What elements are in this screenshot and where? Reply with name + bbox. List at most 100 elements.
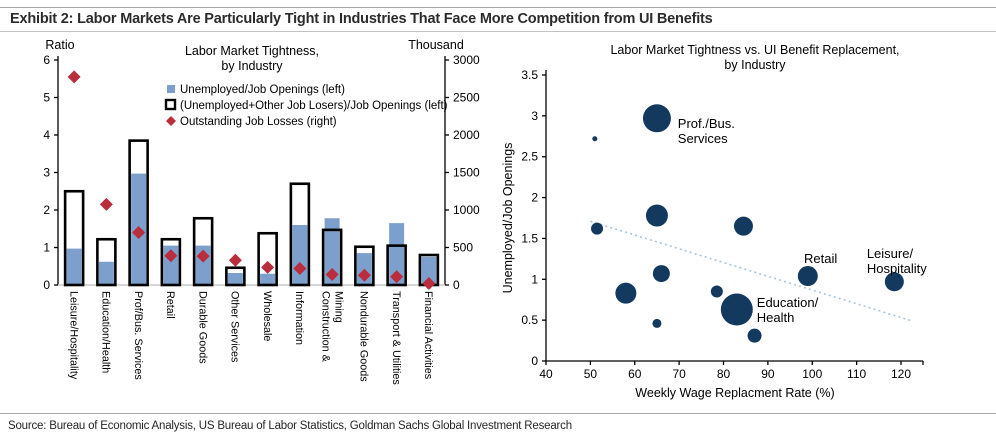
job-losses-diamond bbox=[164, 249, 178, 263]
scatter-y-tick-label: 2.5 bbox=[521, 150, 538, 164]
industry-bubble bbox=[645, 204, 668, 227]
job-losers-outline-bar bbox=[192, 216, 214, 287]
industry-bubble bbox=[642, 104, 671, 133]
left-y-tick-label: 5 bbox=[43, 91, 50, 105]
scatter-y-tick-label: 0.5 bbox=[521, 313, 538, 327]
job-losses-diamond bbox=[261, 260, 275, 274]
industry-bubble bbox=[733, 216, 753, 236]
title-divider-rule bbox=[0, 31, 996, 32]
bubble-label: Hospitality bbox=[867, 261, 927, 276]
exhibit-title: Exhibit 2: Labor Markets Are Particularl… bbox=[10, 11, 713, 27]
industry-bubble bbox=[591, 222, 604, 235]
job-losses-diamond bbox=[99, 197, 113, 211]
left-y-tick-label: 6 bbox=[43, 53, 50, 67]
scatter-x-tick-label: 70 bbox=[672, 367, 686, 381]
job-losers-outline-bar bbox=[128, 139, 149, 287]
unemployed-openings-bar bbox=[66, 248, 82, 285]
industry-bubble bbox=[592, 136, 598, 142]
bar-group: Other Services bbox=[225, 253, 246, 363]
job-losers-outline-bar bbox=[160, 237, 182, 287]
legend-label: (Unemployed+Other Job Losers)/Job Openin… bbox=[180, 100, 448, 112]
category-label: Durable Goods bbox=[196, 291, 208, 364]
job-losers-outline-bar bbox=[289, 182, 311, 287]
job-losses-diamond bbox=[325, 268, 339, 281]
top-rule bbox=[0, 7, 996, 8]
right-y-tick-label: 500 bbox=[453, 241, 473, 255]
industry-bubble bbox=[652, 265, 670, 283]
category-label: Wholesale bbox=[261, 291, 273, 341]
right-y-tick-label: 2500 bbox=[453, 91, 480, 105]
bar-group: Education/Health bbox=[96, 197, 117, 373]
industry-bubble bbox=[884, 272, 904, 292]
bar-group: Wholesale bbox=[257, 231, 278, 341]
industry-bubble bbox=[720, 293, 753, 326]
industry-bubble bbox=[652, 318, 662, 328]
category-label: Other Services bbox=[229, 291, 241, 363]
category-label: Mining bbox=[332, 291, 344, 323]
left-y-tick-label: 3 bbox=[43, 166, 50, 180]
scatter-y-tick-label: 1.5 bbox=[521, 231, 538, 245]
scatter-x-tick-label: 60 bbox=[628, 367, 642, 381]
footer-rule bbox=[0, 413, 996, 414]
scatter-x-tick-label: 80 bbox=[717, 367, 731, 381]
scatter-y-tick-label: 2 bbox=[531, 191, 538, 205]
bubble-label: Retail bbox=[804, 251, 837, 266]
right-y-tick-label: 3000 bbox=[453, 53, 480, 67]
unemployed-openings-bar bbox=[421, 256, 437, 285]
legend-red-diamond-icon bbox=[166, 116, 176, 126]
bubble-label: Prof./Bus. bbox=[678, 116, 735, 131]
category-label: Nondurable Goods bbox=[358, 291, 370, 382]
industry-bubble bbox=[797, 266, 818, 287]
unemployed-openings-bar bbox=[389, 223, 405, 285]
legend-open-square-icon bbox=[164, 98, 177, 111]
bar-group: Information bbox=[289, 182, 311, 345]
legend-blue-square-icon bbox=[167, 85, 175, 93]
job-losers-outline-bar bbox=[354, 245, 375, 287]
category-label: Information bbox=[293, 291, 305, 345]
category-label: Education/Health bbox=[100, 291, 112, 373]
right-y-tick-label: 1000 bbox=[453, 203, 480, 217]
scatter-y-tick-label: 1 bbox=[531, 272, 538, 286]
scatter-x-tick-label: 40 bbox=[539, 367, 553, 381]
job-losses-diamond bbox=[196, 249, 210, 263]
scatter-x-axis-label: Weekly Wage Replacment Rate (%) bbox=[635, 386, 834, 400]
left-y-tick-label: 1 bbox=[43, 241, 50, 255]
job-losses-diamond bbox=[67, 70, 81, 84]
job-losses-diamond bbox=[357, 268, 371, 282]
category-label: Prof/Bus. Services bbox=[132, 291, 144, 380]
scatter-x-tick-label: 110 bbox=[847, 367, 866, 381]
category-label: Transport & Utilities bbox=[390, 291, 402, 385]
unemployed-openings-bar bbox=[98, 261, 114, 285]
bar-group: Transport & Utilities bbox=[386, 223, 407, 385]
bar-group: Construction & Mining bbox=[319, 218, 344, 363]
scatter-y-axis-label: Unemployed/Job Openings bbox=[501, 143, 515, 294]
bar-group: Leisure/Hospitality bbox=[63, 70, 85, 380]
bar-chart-title: by Industry bbox=[221, 59, 283, 73]
job-losers-outline-bar bbox=[225, 266, 246, 287]
job-losers-outline-bar bbox=[63, 189, 85, 287]
bar-group: Prof/Bus. Services bbox=[128, 139, 149, 380]
category-label: Financial Activities bbox=[422, 291, 434, 380]
left-y-tick-label: 0 bbox=[43, 278, 50, 292]
left-axis-caption: Ratio bbox=[45, 38, 74, 52]
left-y-tick-label: 2 bbox=[43, 203, 50, 217]
bubble-label: Services bbox=[678, 131, 728, 146]
industry-bubble bbox=[747, 328, 762, 343]
right-y-tick-label: 2000 bbox=[453, 128, 480, 142]
bar-group: Financial Activities bbox=[418, 253, 440, 380]
bar-group: Durable Goods bbox=[192, 216, 214, 364]
bar-group: Nondurable Goods bbox=[354, 245, 375, 382]
scatter-x-tick-label: 50 bbox=[584, 367, 598, 381]
bar-chart: Labor Market Tightness,by Industry Ratio T… bbox=[43, 38, 480, 385]
job-losers-outline-bar bbox=[386, 244, 407, 287]
legend-label: Outstanding Job Losses (right) bbox=[180, 116, 337, 128]
industry-bubble bbox=[615, 282, 637, 304]
unemployed-openings-bar bbox=[324, 218, 340, 285]
category-label: Retail bbox=[164, 291, 176, 319]
job-losses-diamond bbox=[132, 226, 146, 239]
right-y-tick-label: 0 bbox=[453, 278, 460, 292]
scatter-y-tick-label: 3.5 bbox=[521, 68, 538, 82]
job-losers-outline-bar bbox=[257, 231, 278, 287]
right-y-tick-label: 1500 bbox=[453, 166, 480, 180]
scatter-y-tick-label: 3 bbox=[531, 109, 538, 123]
